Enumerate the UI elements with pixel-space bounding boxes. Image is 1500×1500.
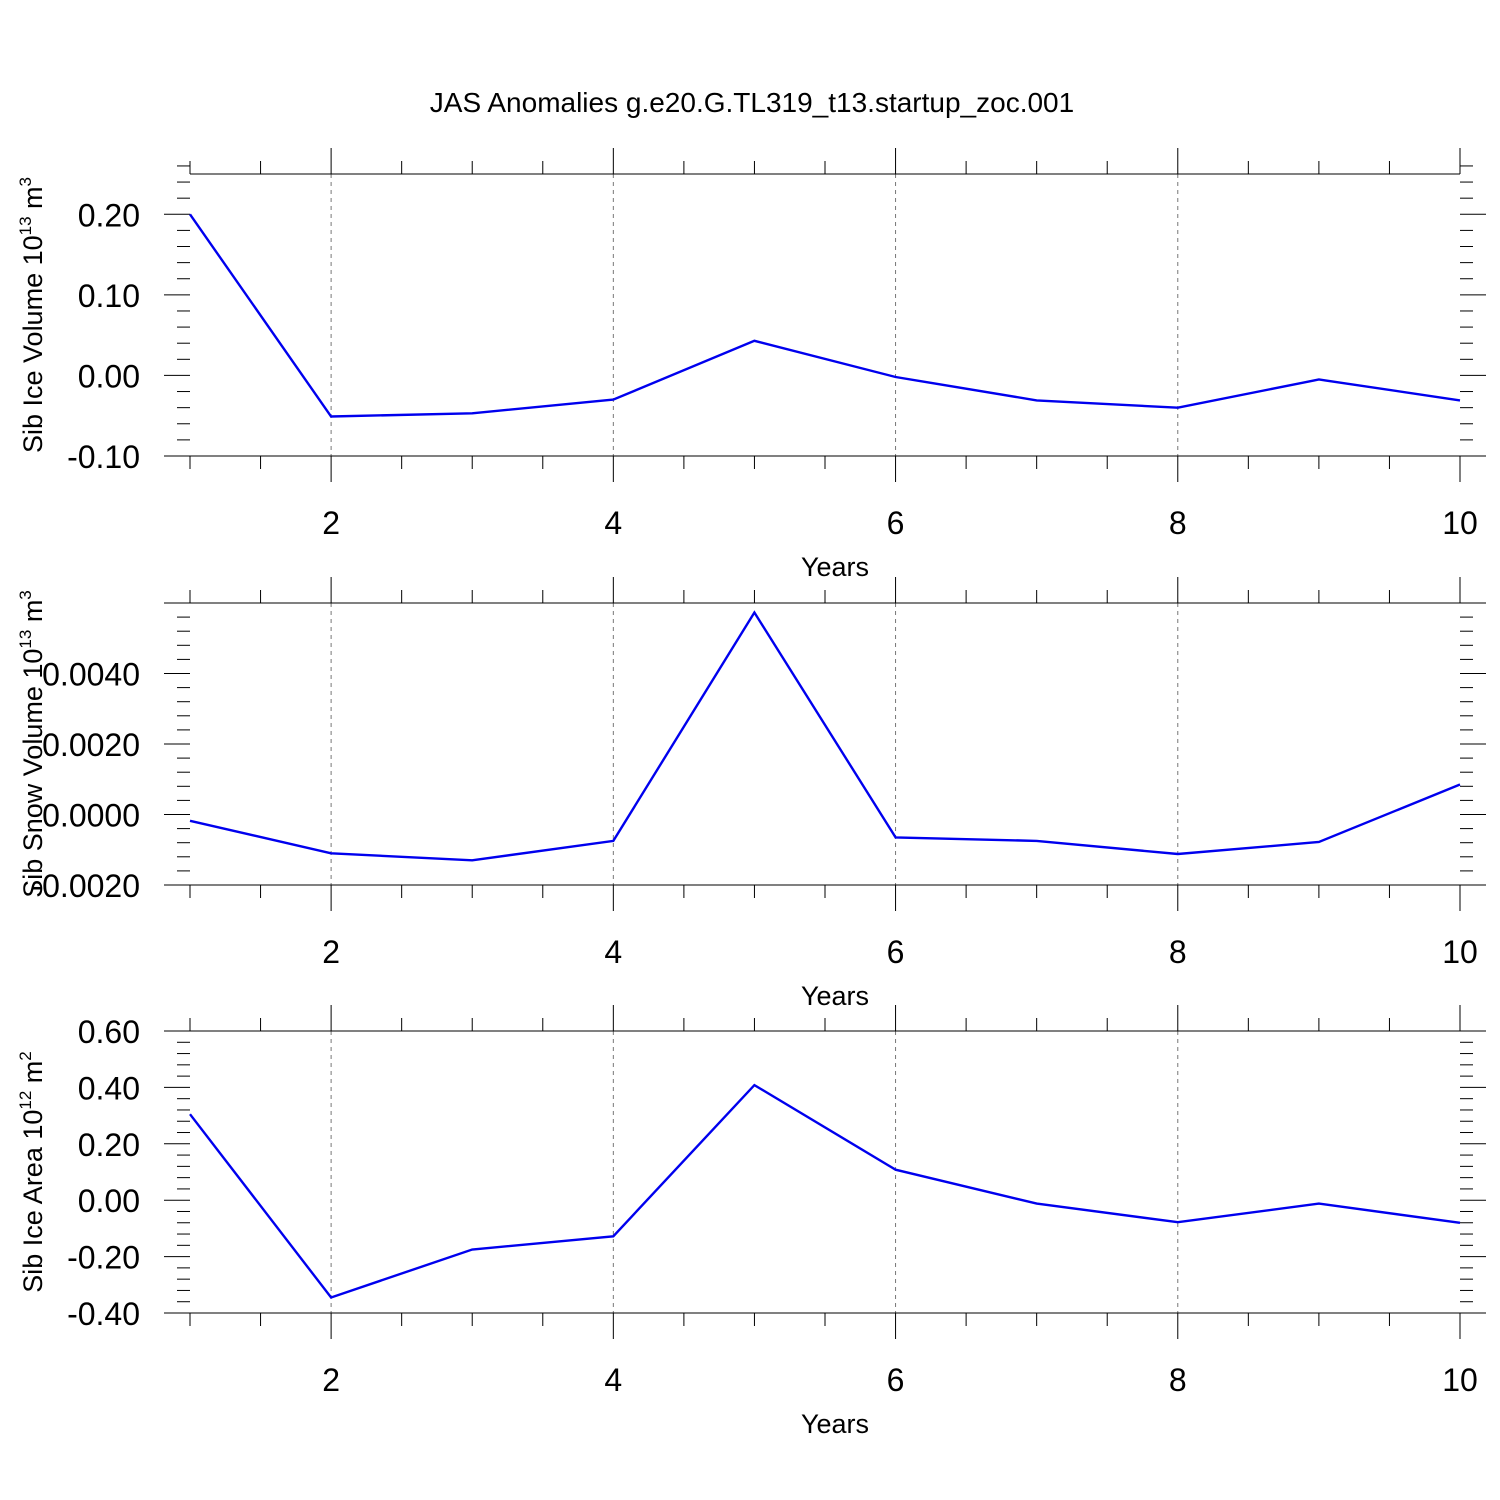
x-tick-label: 6	[887, 505, 905, 541]
x-tick-label: 6	[887, 1362, 905, 1398]
y-tick-label: 0.40	[78, 1070, 140, 1106]
x-tick-label: 2	[322, 1362, 340, 1398]
x-tick-label: 8	[1169, 934, 1187, 970]
series-line	[189, 610, 1461, 862]
y-axis-label-part: 12	[16, 1091, 35, 1110]
x-tick-label: 8	[1169, 1362, 1187, 1398]
x-tick-label: 2	[322, 505, 340, 541]
y-tick-label: 0.20	[78, 1127, 140, 1163]
x-tick-label: 2	[322, 934, 340, 970]
y-tick-label: 0.60	[78, 1014, 140, 1050]
series-line	[189, 213, 1461, 418]
y-tick-label: 0.10	[78, 278, 140, 314]
y-tick-label: -0.40	[67, 1296, 140, 1332]
x-tick-label: 10	[1442, 934, 1478, 970]
y-axis-label-part: 2	[16, 1051, 35, 1060]
y-axis-label-part: m	[18, 186, 48, 216]
figure-title: JAS Anomalies g.e20.G.TL319_t13.startup_…	[430, 87, 1074, 118]
y-tick-label: 0.0020	[42, 727, 140, 763]
y-axis-label-part: Sib Ice Area 10	[18, 1110, 48, 1293]
y-tick-label: 0.00	[78, 358, 140, 394]
y-axis-label-part: 3	[16, 590, 35, 599]
x-axis-label: Years	[801, 1409, 869, 1439]
y-tick-label: -0.10	[67, 439, 140, 475]
x-tick-label: 4	[604, 1362, 622, 1398]
x-tick-label: 4	[604, 934, 622, 970]
y-axis-label-part: Sib Ice Volume 10	[18, 235, 48, 453]
x-tick-label: 8	[1169, 505, 1187, 541]
y-axis-label: Sib Ice Volume 1013 m3	[16, 177, 48, 453]
y-axis-label-part: 13	[16, 216, 35, 235]
panel-3: 2 4 6 8 10 -0.40 -0.20 0.00 0.20 0.40 0.60 Years Sib…	[16, 1005, 1486, 1439]
y-axis-label-part: m	[18, 600, 48, 630]
y-tick-label: -0.20	[67, 1240, 140, 1276]
y-axis-label: Sib Snow Volume 1013 m3	[16, 590, 48, 898]
x-tick-label: 10	[1442, 1362, 1478, 1398]
y-tick-label: 0.20	[78, 197, 140, 233]
series-line	[189, 1083, 1461, 1299]
x-tick-label: 4	[604, 505, 622, 541]
y-axis-label-part: 3	[16, 177, 35, 186]
y-tick-label: 0.0000	[42, 798, 140, 834]
panel-1: 2 4 6 8 10 -0.10 0.00 0.10 0.20 Years Sib Ice Volu…	[16, 148, 1486, 582]
y-axis-label-part: m	[18, 1061, 48, 1091]
x-tick-label: 6	[887, 934, 905, 970]
y-axis-label: Sib Ice Area 1012 m2	[16, 1051, 48, 1293]
x-tick-label: 10	[1442, 505, 1478, 541]
panel-2: 2 4 6 8 10 -0.0020 0.0000 0.0020 0.0040 Years Sib …	[16, 577, 1486, 1011]
x-axis-label: Years	[801, 552, 869, 582]
y-axis-label-part: 13	[16, 630, 35, 649]
y-tick-label: 0.00	[78, 1183, 140, 1219]
y-axis-label-part: Sib Snow Volume 10	[18, 649, 48, 898]
y-tick-label: -0.0020	[31, 868, 140, 904]
x-axis-label: Years	[801, 981, 869, 1011]
y-tick-label: 0.0040	[42, 657, 140, 693]
